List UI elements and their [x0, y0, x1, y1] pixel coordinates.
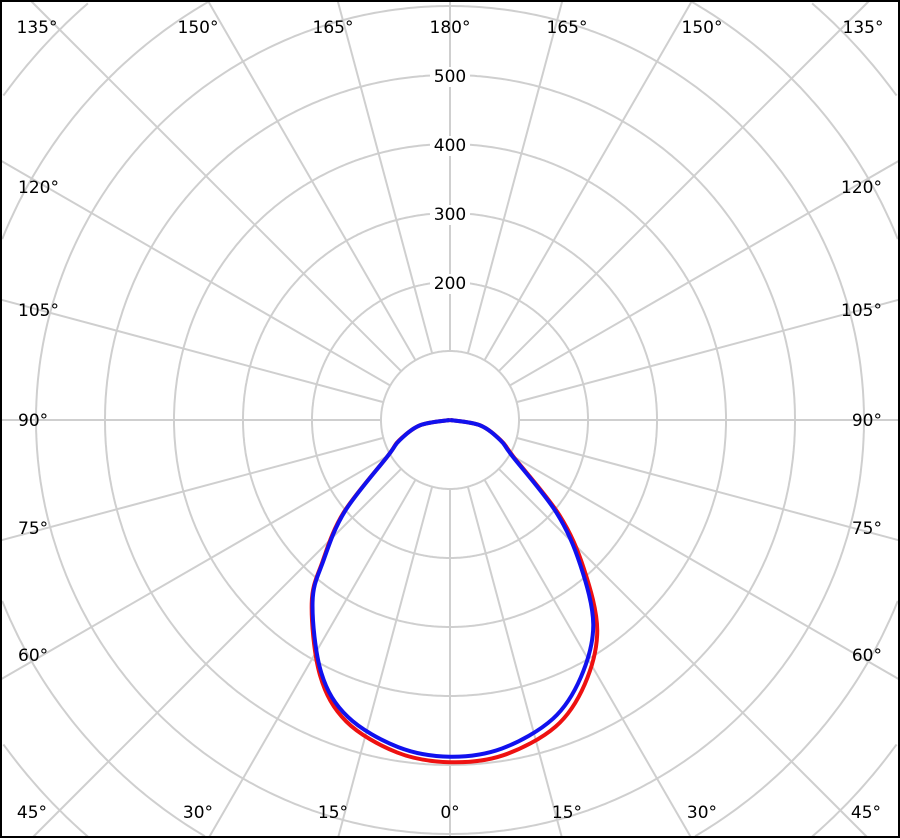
grid-spoke	[498, 468, 868, 838]
grid-spoke	[516, 298, 900, 404]
angle-label-right: 90°	[852, 411, 882, 431]
angle-label-top: 150°	[682, 18, 723, 38]
grid-spoke	[337, 486, 434, 838]
angle-label-top: 165°	[313, 18, 354, 38]
angle-label-bottom: 45°	[17, 803, 47, 823]
grid-spoke	[466, 486, 563, 838]
radial-tick-label-bg	[430, 205, 470, 225]
angle-label-left: 105°	[18, 301, 59, 321]
grid-spoke	[509, 453, 900, 681]
grid-spoke	[30, 0, 402, 372]
angle-label-bottom: 0°	[440, 803, 459, 823]
angle-label-top: 135°	[843, 18, 884, 38]
angle-label-top: 150°	[178, 18, 219, 38]
angle-label-top: 135°	[17, 18, 58, 38]
angle-label-bottom: 45°	[851, 803, 881, 823]
grid-spoke	[32, 468, 402, 838]
grid-spoke	[466, 0, 564, 354]
grid-spoke	[498, 0, 870, 372]
grid-spoke	[509, 159, 900, 387]
grid-spoke	[336, 0, 434, 354]
angle-label-bottom: 15°	[318, 803, 348, 823]
series-line-1	[310, 418, 596, 759]
angle-label-right: 60°	[852, 646, 882, 666]
angle-label-right: 120°	[841, 178, 882, 198]
angle-label-left: 60°	[18, 646, 48, 666]
grid-spoke	[0, 159, 391, 387]
grid-spoke	[516, 436, 900, 542]
grid-spoke	[207, 0, 417, 361]
angle-label-right: 105°	[841, 301, 882, 321]
angle-label-top: 165°	[547, 18, 588, 38]
angle-label-bottom: 30°	[687, 803, 717, 823]
angle-label-left: 75°	[18, 519, 48, 539]
angle-label-bottom: 30°	[183, 803, 213, 823]
radial-tick-label: 300	[434, 205, 466, 225]
radial-tick-label: 500	[434, 67, 466, 87]
angle-label-top: 180°	[430, 18, 471, 38]
radial-tick-label: 400	[434, 136, 466, 156]
grid-spoke	[483, 0, 693, 361]
radial-tick-label-bg	[430, 136, 470, 156]
angle-label-right: 75°	[852, 519, 882, 539]
angle-label-left: 120°	[18, 178, 59, 198]
radial-tick-label: 200	[434, 274, 466, 294]
radial-tick-label-bg	[430, 274, 470, 294]
angle-label-left: 90°	[18, 411, 48, 431]
grid-spoke	[0, 298, 384, 404]
grid-spoke	[208, 479, 417, 838]
angle-label-bottom: 15°	[552, 803, 582, 823]
radial-tick-label-bg	[430, 67, 470, 87]
grid-spoke	[0, 436, 384, 542]
series-line-0	[309, 418, 600, 765]
grid-spoke	[0, 453, 391, 681]
